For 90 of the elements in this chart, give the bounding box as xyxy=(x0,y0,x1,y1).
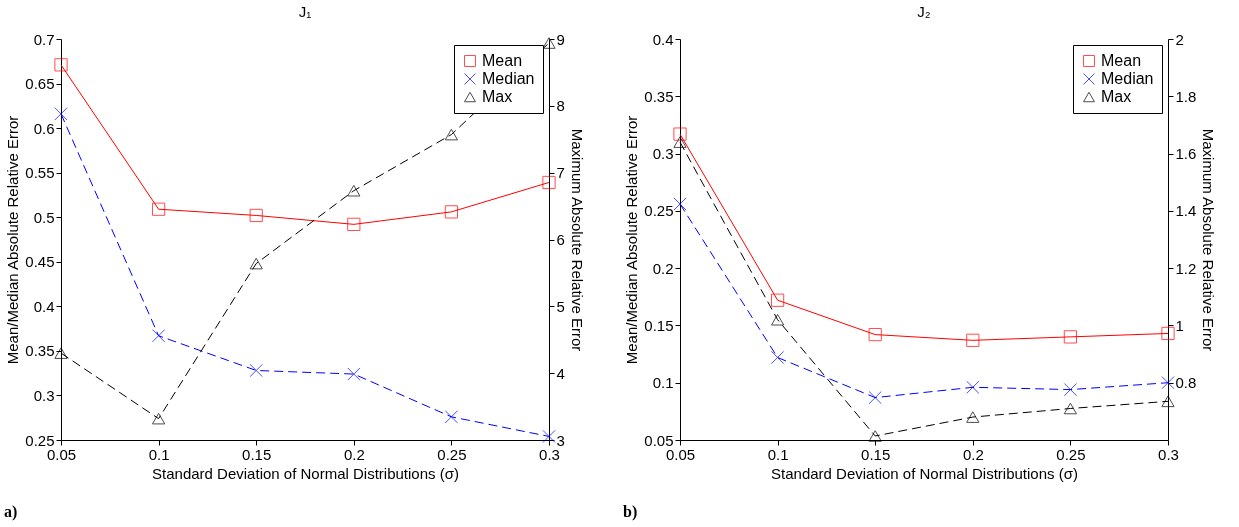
point xyxy=(347,217,361,231)
y2-axis-title: Maximum Absolute Relative Error xyxy=(568,128,586,352)
chart-title: J₁ xyxy=(298,3,312,20)
point xyxy=(444,205,459,219)
point xyxy=(1161,326,1175,341)
x-tick-label: 0.1 xyxy=(148,445,170,463)
y-tick-label: 0.35 xyxy=(644,87,674,105)
point xyxy=(249,208,263,223)
y-tick-label: 0.25 xyxy=(644,202,674,220)
point xyxy=(673,136,687,148)
x-tick-label: 0.1 xyxy=(767,445,789,463)
legend-label: Max xyxy=(1101,88,1132,105)
legend-label: Mean xyxy=(1101,52,1142,69)
x-tick-label: 0.25 xyxy=(1056,445,1086,463)
y2-tick-label: 7 xyxy=(556,164,565,182)
point xyxy=(1063,382,1078,397)
point xyxy=(249,257,263,270)
point xyxy=(673,127,687,141)
legend-label: Median xyxy=(482,70,535,87)
x-tick-label: 0.15 xyxy=(242,445,272,463)
y-tick-label: 0.6 xyxy=(33,119,55,137)
y2-tick-label: 1.4 xyxy=(1175,202,1197,220)
point xyxy=(151,202,166,216)
y2-tick-label: 0.8 xyxy=(1175,374,1197,392)
point xyxy=(444,410,459,424)
point xyxy=(868,327,882,342)
y2-tick-label: 1.2 xyxy=(1175,259,1197,277)
point xyxy=(1063,402,1078,415)
x-axis-title: Standard Deviation of Normal Distributions (σ) xyxy=(771,464,1078,482)
point xyxy=(444,128,459,141)
y-tick-label: 0.7 xyxy=(33,30,55,48)
y-tick-label: 0.35 xyxy=(25,342,55,360)
point xyxy=(868,430,882,442)
y-tick-label: 0.45 xyxy=(25,253,55,271)
point xyxy=(966,380,980,394)
y-tick-label: 0.4 xyxy=(652,30,674,48)
point xyxy=(249,363,263,378)
point xyxy=(1063,330,1078,344)
text: b) xyxy=(623,503,638,521)
point xyxy=(542,429,556,444)
y2-tick-label: 8 xyxy=(556,97,565,115)
legend-label: Median xyxy=(1101,70,1154,87)
point xyxy=(347,184,361,197)
point xyxy=(542,175,556,190)
y-tick-label: 0.3 xyxy=(33,386,55,404)
legend-label: Mean xyxy=(482,52,523,69)
y-axis-title: Mean/Median Absolute Relative Error xyxy=(623,115,641,365)
point xyxy=(1161,376,1175,390)
y2-tick-label: 2 xyxy=(1175,30,1184,48)
y-tick-label: 0.5 xyxy=(33,208,55,226)
point xyxy=(347,367,361,381)
legend-label: Max xyxy=(482,88,513,105)
y-axis-title: Mean/Median Absolute Relative Error xyxy=(4,115,22,365)
y2-tick-label: 9 xyxy=(556,30,565,48)
point xyxy=(770,293,785,307)
y-tick-label: 0.15 xyxy=(644,316,674,334)
x-tick-label: 0.2 xyxy=(962,445,984,463)
y-tick-label: 0.55 xyxy=(25,164,55,182)
y2-tick-label: 1.8 xyxy=(1175,87,1197,105)
point xyxy=(673,197,687,211)
y-tick-label: 0.2 xyxy=(652,259,674,277)
y-tick-label: 0.65 xyxy=(25,75,55,93)
point xyxy=(542,37,556,49)
y2-tick-label: 6 xyxy=(556,231,565,248)
y-tick-label: 0.4 xyxy=(33,297,55,315)
x-tick-label: 0.15 xyxy=(861,445,891,463)
y-tick-label: 0.3 xyxy=(652,145,674,163)
x-axis-title: Standard Deviation of Normal Distributions (σ) xyxy=(152,464,459,482)
y2-axis-title: Maximum Absolute Relative Error xyxy=(1200,128,1218,352)
point xyxy=(1161,395,1175,408)
point xyxy=(151,412,166,425)
point xyxy=(54,347,68,359)
point xyxy=(54,58,68,72)
point xyxy=(770,313,785,326)
y2-tick-label: 1.6 xyxy=(1175,145,1197,163)
point xyxy=(770,350,785,365)
y2-tick-label: 5 xyxy=(556,297,565,315)
point xyxy=(868,390,882,405)
point xyxy=(151,329,166,343)
y-tick-label: 0.1 xyxy=(652,374,674,392)
point xyxy=(966,411,980,423)
text: a) xyxy=(4,503,18,521)
x-tick-label: 0.3 xyxy=(1158,445,1179,463)
y2-tick-label: 1 xyxy=(1175,316,1184,334)
point xyxy=(966,333,980,347)
point xyxy=(54,107,68,121)
y2-tick-label: 4 xyxy=(556,364,565,382)
x-tick-label: 0.25 xyxy=(437,445,467,463)
x-tick-label: 0.2 xyxy=(343,445,365,463)
chart-title: J₂ xyxy=(917,3,931,20)
